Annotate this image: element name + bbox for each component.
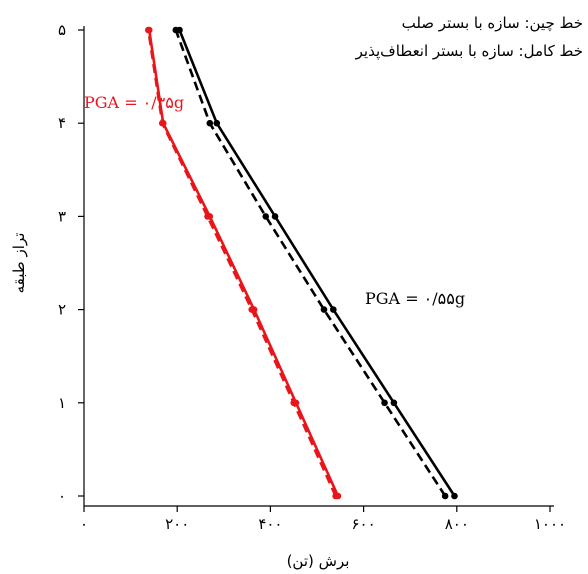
data-point — [381, 399, 388, 407]
y-tick-label: ۱ — [58, 394, 66, 412]
y-tick-label: ۴ — [58, 114, 66, 132]
data-point — [332, 492, 339, 500]
data-point — [158, 119, 166, 127]
y-tick-label: ۲ — [58, 301, 66, 319]
data-point — [441, 492, 449, 500]
data-point — [172, 26, 180, 34]
x-axis-title: برش (تن) — [287, 552, 350, 570]
series-line-1 — [174, 29, 447, 497]
x-tick-label: ۲۰۰ — [165, 515, 189, 533]
annotation-pga-035: PGA = ۰/۳۵g — [84, 93, 184, 112]
x-axis-ticks: ۰ ۲۰۰ ۴۰۰ ۶۰۰ ۸۰۰ ۱۰۰۰ — [80, 506, 566, 533]
annotation-pga-055: PGA = ۰/۵۵g — [365, 289, 465, 308]
x-tick-label: ۴۰۰ — [258, 515, 282, 533]
data-point — [390, 399, 398, 407]
data-point — [248, 306, 256, 313]
data-point — [330, 306, 337, 313]
data-point — [145, 26, 152, 34]
data-point — [262, 213, 270, 220]
y-axis-title: تراز طبقه — [10, 233, 28, 294]
x-tick-label: ۸۰۰ — [445, 515, 469, 533]
plot-area: ۰ ۲۰۰ ۴۰۰ ۶۰۰ ۸۰۰ ۱۰۰۰ ۰ ۱ ۲ ۳ ۴ ۵ — [58, 21, 566, 533]
data-point — [290, 399, 298, 407]
legend-dashed-line-note: خط چین: سازه با بستر صلب — [402, 14, 583, 32]
data-point — [451, 492, 458, 500]
y-tick-label: ۳ — [58, 207, 66, 225]
x-tick-label: ۱۰۰۰ — [534, 515, 566, 533]
legend: خط چین: سازه با بستر صلب خط کامل: سازه ب… — [355, 14, 583, 61]
y-tick-label: ۰ — [58, 487, 66, 505]
series-line-3 — [147, 29, 337, 497]
x-tick-label: ۶۰۰ — [352, 515, 376, 533]
series-layer — [145, 26, 458, 500]
legend-solid-line-note: خط کامل: سازه با بستر انعطاف‌پذیر — [355, 42, 583, 61]
data-point — [206, 119, 214, 127]
data-point — [271, 213, 279, 220]
y-axis-ticks: ۰ ۱ ۲ ۳ ۴ ۵ — [58, 21, 84, 505]
data-point — [213, 119, 221, 127]
y-tick-label: ۵ — [58, 21, 66, 39]
x-tick-label: ۰ — [80, 515, 88, 533]
series-line-0 — [178, 29, 456, 497]
data-point — [204, 213, 211, 220]
data-point — [320, 306, 328, 313]
